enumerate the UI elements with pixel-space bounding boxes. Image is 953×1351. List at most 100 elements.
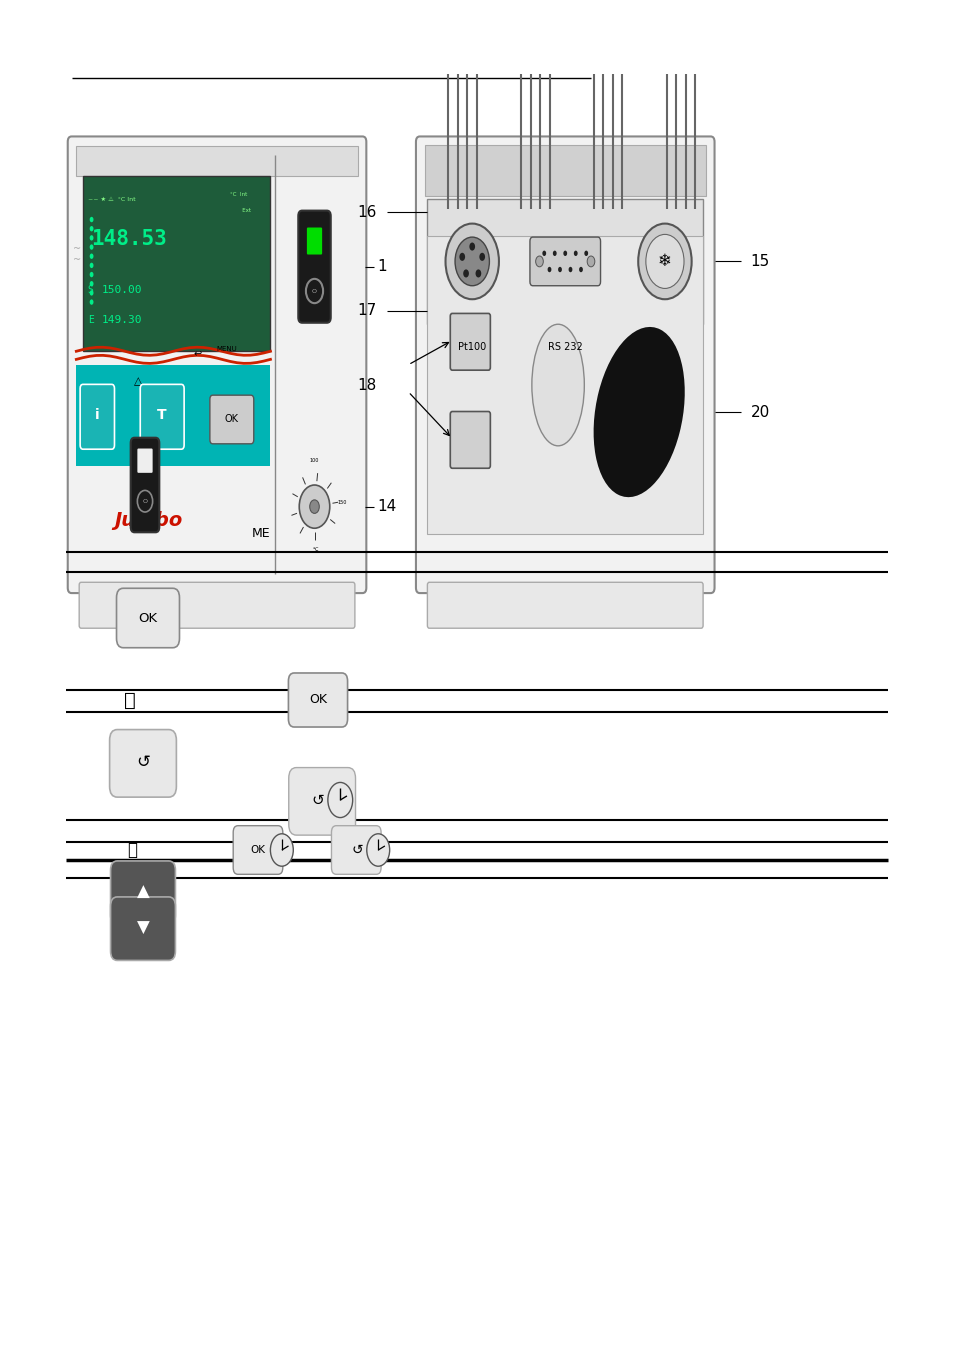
FancyBboxPatch shape bbox=[110, 730, 176, 797]
Text: 17: 17 bbox=[357, 303, 376, 319]
Circle shape bbox=[536, 257, 543, 267]
FancyBboxPatch shape bbox=[83, 176, 271, 351]
Text: OK: OK bbox=[225, 415, 238, 424]
Circle shape bbox=[583, 251, 587, 257]
Circle shape bbox=[586, 257, 595, 267]
Circle shape bbox=[90, 245, 93, 250]
Circle shape bbox=[568, 267, 572, 273]
Circle shape bbox=[90, 254, 93, 259]
FancyBboxPatch shape bbox=[233, 825, 282, 874]
Text: ▼: ▼ bbox=[136, 919, 150, 938]
Text: 1: 1 bbox=[376, 259, 386, 274]
Text: 100: 100 bbox=[310, 458, 319, 463]
Text: 150: 150 bbox=[337, 500, 347, 505]
Circle shape bbox=[645, 235, 683, 289]
Text: OK: OK bbox=[138, 612, 157, 624]
Text: °C  Int: °C Int bbox=[230, 192, 248, 197]
Circle shape bbox=[90, 281, 93, 286]
Circle shape bbox=[578, 267, 582, 273]
FancyBboxPatch shape bbox=[450, 412, 490, 469]
Circle shape bbox=[478, 253, 484, 261]
Text: T: T bbox=[157, 408, 167, 423]
Circle shape bbox=[90, 226, 93, 231]
FancyBboxPatch shape bbox=[424, 145, 705, 196]
Text: RS 232: RS 232 bbox=[547, 342, 582, 351]
FancyBboxPatch shape bbox=[529, 238, 600, 286]
Text: ↺: ↺ bbox=[136, 753, 150, 771]
Text: ❄: ❄ bbox=[658, 253, 671, 270]
Text: ME: ME bbox=[251, 527, 270, 540]
FancyBboxPatch shape bbox=[331, 825, 380, 874]
Circle shape bbox=[459, 253, 465, 261]
Circle shape bbox=[558, 267, 561, 273]
Circle shape bbox=[328, 782, 353, 817]
FancyBboxPatch shape bbox=[289, 767, 355, 835]
Text: OK: OK bbox=[309, 693, 327, 707]
Text: ↩: ↩ bbox=[193, 349, 201, 359]
FancyBboxPatch shape bbox=[76, 146, 357, 176]
Text: 👉: 👉 bbox=[124, 690, 135, 709]
Text: ▽: ▽ bbox=[134, 438, 142, 447]
Text: ~
~: ~ ~ bbox=[73, 245, 82, 265]
Text: O: O bbox=[312, 289, 316, 293]
FancyBboxPatch shape bbox=[416, 136, 714, 593]
Circle shape bbox=[90, 290, 93, 296]
Circle shape bbox=[90, 272, 93, 277]
Text: 16: 16 bbox=[357, 204, 376, 220]
Text: ℃: ℃ bbox=[313, 547, 318, 553]
Text: 149.30: 149.30 bbox=[102, 315, 142, 324]
FancyBboxPatch shape bbox=[288, 673, 347, 727]
FancyBboxPatch shape bbox=[210, 396, 253, 444]
Text: ▲: ▲ bbox=[136, 884, 150, 901]
Circle shape bbox=[638, 224, 691, 300]
FancyBboxPatch shape bbox=[427, 236, 702, 534]
Circle shape bbox=[475, 269, 480, 277]
FancyBboxPatch shape bbox=[76, 365, 271, 466]
Circle shape bbox=[562, 251, 566, 257]
Text: ~~ ★ ⚠  °C Int: ~~ ★ ⚠ °C Int bbox=[88, 197, 135, 203]
Circle shape bbox=[573, 251, 577, 257]
Text: O: O bbox=[142, 499, 148, 504]
Text: Julabo: Julabo bbox=[114, 511, 183, 530]
Text: 150.00: 150.00 bbox=[102, 285, 142, 295]
Text: 148.53: 148.53 bbox=[91, 228, 166, 249]
Circle shape bbox=[299, 485, 330, 528]
Text: ↺: ↺ bbox=[311, 793, 323, 808]
Text: △: △ bbox=[134, 377, 142, 386]
Circle shape bbox=[547, 267, 551, 273]
Text: 20: 20 bbox=[750, 404, 769, 420]
Circle shape bbox=[90, 216, 93, 222]
Text: 14: 14 bbox=[376, 499, 395, 515]
Text: Ext: Ext bbox=[230, 208, 252, 213]
Text: E: E bbox=[88, 315, 93, 324]
Circle shape bbox=[541, 251, 545, 257]
FancyBboxPatch shape bbox=[111, 897, 175, 961]
Text: i: i bbox=[95, 408, 99, 423]
Text: 18: 18 bbox=[357, 377, 376, 393]
Ellipse shape bbox=[531, 324, 583, 446]
Circle shape bbox=[366, 834, 389, 866]
Circle shape bbox=[469, 242, 475, 251]
Text: ↺: ↺ bbox=[351, 843, 363, 857]
Text: Pt100: Pt100 bbox=[457, 342, 486, 351]
FancyBboxPatch shape bbox=[298, 211, 331, 323]
FancyBboxPatch shape bbox=[80, 385, 114, 450]
FancyBboxPatch shape bbox=[450, 313, 490, 370]
FancyBboxPatch shape bbox=[79, 582, 355, 628]
FancyBboxPatch shape bbox=[427, 582, 702, 628]
FancyBboxPatch shape bbox=[116, 588, 179, 647]
Circle shape bbox=[463, 269, 469, 277]
Circle shape bbox=[270, 834, 293, 866]
Circle shape bbox=[90, 300, 93, 305]
FancyBboxPatch shape bbox=[137, 449, 152, 473]
Circle shape bbox=[553, 251, 557, 257]
Circle shape bbox=[90, 262, 93, 267]
Text: MENU: MENU bbox=[216, 346, 237, 351]
Circle shape bbox=[445, 224, 498, 300]
Circle shape bbox=[455, 238, 489, 286]
Text: 15: 15 bbox=[750, 254, 769, 269]
FancyBboxPatch shape bbox=[111, 861, 175, 924]
FancyBboxPatch shape bbox=[140, 385, 184, 450]
Ellipse shape bbox=[593, 327, 684, 497]
Circle shape bbox=[90, 235, 93, 240]
